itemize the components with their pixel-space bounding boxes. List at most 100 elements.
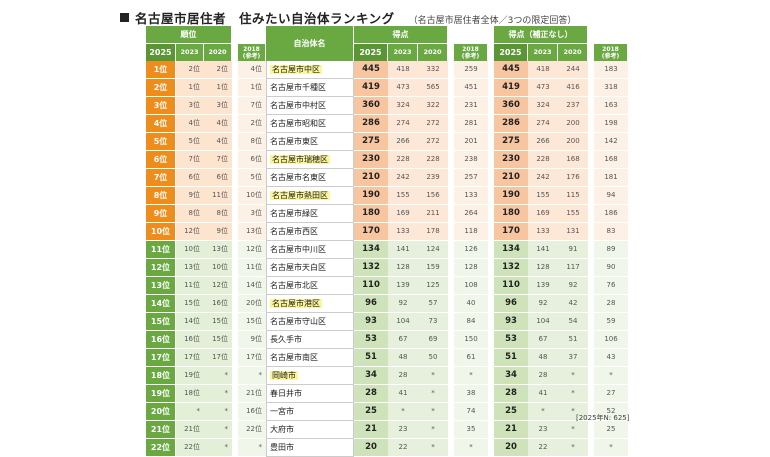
score-2025-cell: 25: [354, 403, 388, 421]
municipality-name: 岡崎市: [270, 371, 298, 380]
rank-cell: 16位: [146, 331, 176, 349]
table-row: 19位 18位 * 21位 春日井市 28 41 * 38 28 41 * 27: [146, 385, 628, 403]
table-row: 10位 12位 9位 13位 名古屋市西区 170 133 178 118 170 133 131 83: [146, 223, 628, 241]
rank-2020-cell: 6位: [204, 169, 232, 187]
rank-2020-cell: 2位: [204, 61, 232, 79]
rank-2023-cell: 7位: [176, 151, 204, 169]
score-2025-cell: 34: [354, 367, 388, 385]
score-2018-cell: 238: [454, 151, 488, 169]
rank-2018-cell: 21位: [238, 385, 266, 403]
municipality-name-cell: 名古屋市熱田区: [266, 187, 354, 205]
rank-2023-cell: 13位: [176, 259, 204, 277]
municipality-name-cell: 一宮市: [266, 403, 354, 421]
rank-cell: 6位: [146, 151, 176, 169]
score-2023-cell: 28: [388, 367, 418, 385]
rank-cell: 21位: [146, 421, 176, 439]
score-nc-2020-cell: 92: [558, 277, 588, 295]
rank-2020-cell: 9位: [204, 223, 232, 241]
municipality-name-cell: 春日井市: [266, 385, 354, 403]
rank-cell: 22位: [146, 439, 176, 457]
municipality-name: 春日井市: [270, 389, 302, 398]
score-nc-2020-cell: 237: [558, 97, 588, 115]
municipality-name: 名古屋市港区: [270, 299, 322, 308]
title-bar: 名古屋市居住者 住みたい自治体ランキング （名古屋市居住者全体／3つの限定回答）: [120, 8, 576, 27]
municipality-name: 名古屋市南区: [270, 353, 318, 362]
rank-2020-cell: 3位: [204, 97, 232, 115]
score-2023-cell: 155: [388, 187, 418, 205]
score-nc-2023-cell: 67: [528, 331, 558, 349]
municipality-name-cell: 豊田市: [266, 439, 354, 457]
score-nc-2025-cell: 230: [494, 151, 528, 169]
rank-2018-cell: 1位: [238, 79, 266, 97]
score-2025-cell: 445: [354, 61, 388, 79]
municipality-name: 名古屋市緑区: [270, 209, 318, 218]
rank-2020-cell: 8位: [204, 205, 232, 223]
score-nc-2025-cell: 445: [494, 61, 528, 79]
rank-2023-cell: 2位: [176, 61, 204, 79]
rank-2018-cell: *: [238, 439, 266, 457]
rank-2018-cell: 13位: [238, 223, 266, 241]
score-nc-2018-cell: 25: [594, 421, 628, 439]
score-2020-cell: *: [418, 367, 448, 385]
rank-2020-cell: 4位: [204, 115, 232, 133]
rank-2018-cell: *: [238, 367, 266, 385]
score-nc-2023-cell: 28: [528, 367, 558, 385]
score-2023-cell: 266: [388, 133, 418, 151]
score-nc-2023-cell: 155: [528, 187, 558, 205]
municipality-name: 名古屋市熱田区: [270, 191, 330, 200]
municipality-name-cell: 名古屋市西区: [266, 223, 354, 241]
score-2020-header: 2020: [418, 43, 448, 61]
score-nc-2018-cell: 43: [594, 349, 628, 367]
rank-2020-cell: *: [204, 385, 232, 403]
score-2018-cell: 257: [454, 169, 488, 187]
score-2025-cell: 275: [354, 133, 388, 151]
score-2018-cell: 35: [454, 421, 488, 439]
score-nc-2025-header: 2025: [494, 43, 528, 61]
score-2023-cell: 104: [388, 313, 418, 331]
score-nc-2018-cell: 106: [594, 331, 628, 349]
rank-cell: 20位: [146, 403, 176, 421]
score-nc-2023-cell: 242: [528, 169, 558, 187]
rank-2023-cell: 17位: [176, 349, 204, 367]
rank-2020-header: 2020: [204, 43, 232, 61]
score-nc-2018-cell: 186: [594, 205, 628, 223]
municipality-name-cell: 名古屋市昭和区: [266, 115, 354, 133]
score-2018-cell: 108: [454, 277, 488, 295]
score-nc-2018-cell: 83: [594, 223, 628, 241]
score-nc-2018-cell: 89: [594, 241, 628, 259]
rank-2018-cell: 5位: [238, 169, 266, 187]
score-2025-header: 2025: [354, 43, 388, 61]
score-nc-2023-cell: 274: [528, 115, 558, 133]
score-2023-cell: 92: [388, 295, 418, 313]
score-2025-cell: 286: [354, 115, 388, 133]
score-nc-2020-cell: 117: [558, 259, 588, 277]
rank-cell: 12位: [146, 259, 176, 277]
municipality-name-cell: 名古屋市名東区: [266, 169, 354, 187]
score-nc-2025-cell: 134: [494, 241, 528, 259]
score-nc-2023-cell: 92: [528, 295, 558, 313]
rank-2018-cell: 15位: [238, 313, 266, 331]
score-nc-2018-cell: 163: [594, 97, 628, 115]
score-nc-2025-cell: 34: [494, 367, 528, 385]
municipality-name: 名古屋市中区: [270, 65, 322, 74]
rank-2018-cell: 2位: [238, 115, 266, 133]
score-nc-2025-cell: 53: [494, 331, 528, 349]
score-2020-cell: 332: [418, 61, 448, 79]
score-nc-2025-cell: 132: [494, 259, 528, 277]
score-nc-2025-cell: 210: [494, 169, 528, 187]
score-2023-cell: 67: [388, 331, 418, 349]
score-nc-2020-cell: *: [558, 439, 588, 457]
score-2018-cell: 126: [454, 241, 488, 259]
municipality-name-cell: 名古屋市中川区: [266, 241, 354, 259]
score-nc-2023-cell: 169: [528, 205, 558, 223]
score-2025-cell: 419: [354, 79, 388, 97]
rank-cell: 19位: [146, 385, 176, 403]
municipality-name-cell: 岡崎市: [266, 367, 354, 385]
score-nc-2023-cell: 41: [528, 385, 558, 403]
rank-2023-cell: 16位: [176, 331, 204, 349]
score-2023-cell: 48: [388, 349, 418, 367]
page-title: 名古屋市居住者 住みたい自治体ランキング: [135, 11, 395, 26]
rank-2020-cell: 15位: [204, 331, 232, 349]
score-nc-group-header: 得点（補正なし）: [494, 26, 588, 43]
score-nc-2023-cell: 133: [528, 223, 558, 241]
